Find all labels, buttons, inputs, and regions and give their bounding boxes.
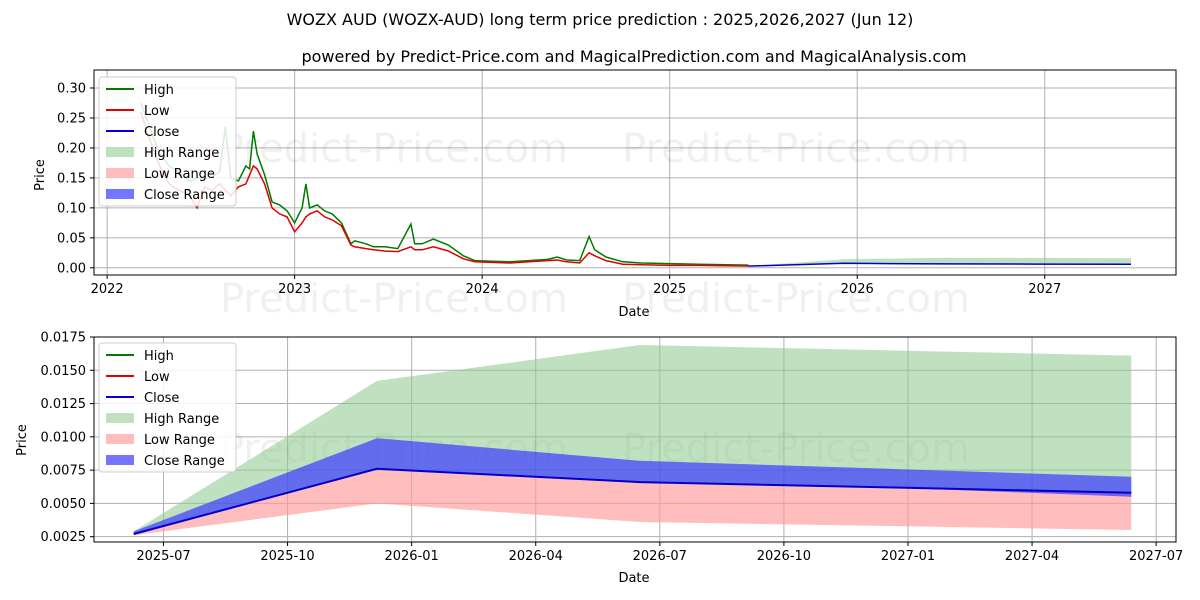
forecast-x-tick-label: 2027-01 xyxy=(881,549,935,564)
legend-swatch-high-range xyxy=(106,147,134,157)
history-plot-frame xyxy=(93,69,1177,276)
forecast-chart: Predict-Price.com Predict-Price.com 2025… xyxy=(15,331,1183,587)
forecast-close-range-band xyxy=(133,438,1132,534)
forecast-ticks: 2025-07 2025-10 2026-01 2026-04 2026-07 2026-… xyxy=(41,331,1184,565)
forecast-plot-frame xyxy=(93,336,1177,543)
history-y-tick-label: 0.10 xyxy=(57,201,86,216)
history-x-tick-label: 2027 xyxy=(1028,282,1061,297)
forecast-y-tick-label: 0.0100 xyxy=(41,430,87,445)
forecast-x-tick-label: 2027-04 xyxy=(1005,549,1059,564)
history-legend: High Low Close High Range Low Range Clos… xyxy=(98,76,237,207)
history-y-tick-label: 0.00 xyxy=(57,261,86,276)
forecast-y-tick-label: 0.0150 xyxy=(41,364,87,379)
legend-swatch-close-range xyxy=(106,455,134,465)
legend-label-low-range: Low Range xyxy=(144,167,215,182)
history-y-tick-label: 0.15 xyxy=(57,171,86,186)
forecast-y-tick-label: 0.0075 xyxy=(41,464,87,479)
chart-subtitle: powered by Predict-Price.com and Magical… xyxy=(301,47,966,66)
history-x-axis-label: Date xyxy=(618,305,649,320)
forecast-x-tick-label: 2025-10 xyxy=(260,549,314,564)
legend-label-low: Low xyxy=(144,370,170,385)
history-grid xyxy=(94,70,1176,275)
forecast-y-tick-label: 0.0025 xyxy=(41,530,87,545)
legend-label-high-range: High Range xyxy=(144,146,219,161)
forecast-x-tick-label: 2025-07 xyxy=(136,549,190,564)
forecast-legend: High Low Close High Range Low Range Clos… xyxy=(98,342,237,473)
legend-label-high-range: High Range xyxy=(144,412,219,427)
legend-label-close: Close xyxy=(144,125,179,140)
history-x-tick-label: 2025 xyxy=(653,282,686,297)
forecast-y-tick-label: 0.0125 xyxy=(41,397,87,412)
history-plot-area xyxy=(94,70,1176,275)
history-y-tick-label: 0.05 xyxy=(57,231,86,246)
watermark: Predict-Price.com xyxy=(622,276,970,322)
history-x-tick-label: 2023 xyxy=(278,282,311,297)
forecast-y-axis-label: Price xyxy=(15,424,30,456)
forecast-x-tick-label: 2026-01 xyxy=(384,549,438,564)
history-y-tick-label: 0.30 xyxy=(57,81,86,96)
chart-title: WOZX AUD (WOZX-AUD) long term price pred… xyxy=(287,10,914,29)
forecast-x-tick-label: 2027-07 xyxy=(1129,549,1183,564)
legend-swatch-high-range xyxy=(106,413,134,423)
history-x-tick-label: 2022 xyxy=(91,282,124,297)
history-y-tick-label: 0.25 xyxy=(57,111,86,126)
watermark: Predict-Price.com xyxy=(220,126,568,172)
legend-label-high: High xyxy=(144,83,174,98)
legend-swatch-low-range xyxy=(106,434,134,444)
watermark: Predict-Price.com xyxy=(622,126,970,172)
history-x-tick-label: 2024 xyxy=(466,282,499,297)
forecast-y-tick-label: 0.0050 xyxy=(41,497,87,512)
forecast-x-tick-label: 2026-10 xyxy=(757,549,811,564)
forecast-x-axis-label: Date xyxy=(618,571,649,586)
history-y-axis-label: Price xyxy=(33,159,48,191)
history-x-tick-label: 2026 xyxy=(841,282,874,297)
watermark: Predict-Price.com xyxy=(220,276,568,322)
legend-label-low: Low xyxy=(144,104,170,119)
history-close-line xyxy=(748,262,1132,267)
legend-label-high: High xyxy=(144,349,174,364)
forecast-x-tick-label: 2026-07 xyxy=(633,549,687,564)
legend-label-low-range: Low Range xyxy=(144,433,215,448)
history-chart: Predict-Price.com Predict-Price.com Pred… xyxy=(33,69,1177,322)
history-ticks: 2022 2023 2024 2025 2026 2027 0.00 0.05 0.10 0.15… xyxy=(57,81,1061,297)
legend-label-close: Close xyxy=(144,391,179,406)
legend-swatch-low-range xyxy=(106,168,134,178)
forecast-close-line xyxy=(133,467,1132,535)
forecast-low-range-band xyxy=(133,468,1132,536)
forecast-y-tick-label: 0.0175 xyxy=(41,331,87,346)
forecast-x-tick-label: 2026-04 xyxy=(509,549,563,564)
history-y-tick-label: 0.20 xyxy=(57,141,86,156)
legend-label-close-range: Close Range xyxy=(144,188,225,203)
forecast-series xyxy=(133,345,1132,536)
legend-swatch-close-range xyxy=(106,189,134,199)
legend-label-close-range: Close Range xyxy=(144,454,225,469)
